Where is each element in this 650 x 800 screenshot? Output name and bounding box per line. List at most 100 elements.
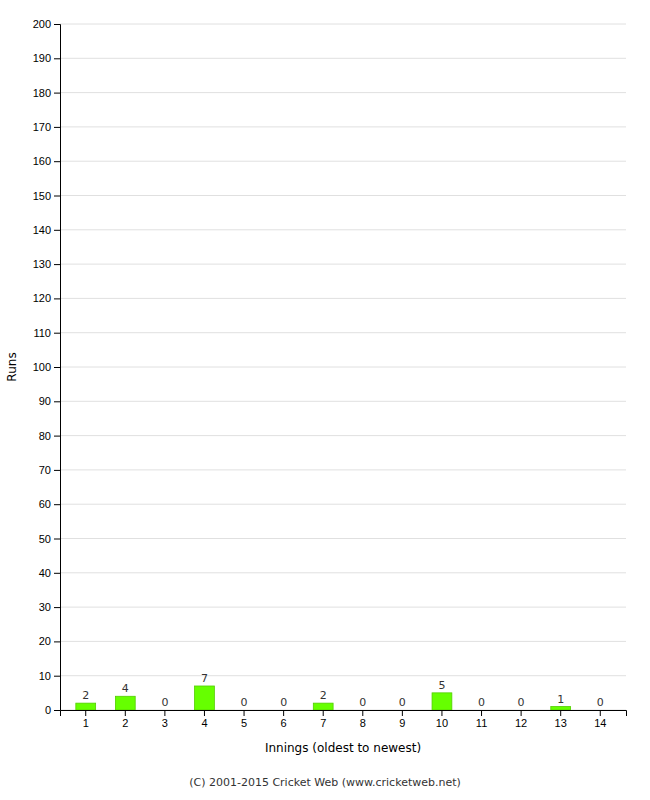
tick-label: 3 <box>162 717 168 729</box>
tick-mark <box>54 298 60 299</box>
tick: 150 <box>33 190 60 202</box>
tick: 12 <box>515 710 527 729</box>
tick-mark <box>560 710 561 716</box>
tick-mark <box>54 676 60 677</box>
grid-line <box>60 367 626 368</box>
grid-line <box>60 264 626 265</box>
tick-mark <box>54 367 60 368</box>
tick-mark <box>600 710 601 716</box>
y-axis-title: Runs <box>5 352 19 381</box>
x-axis: 1234567891011121314 <box>61 710 627 729</box>
data-label: 5 <box>438 679 445 692</box>
chart: 2407002005001012345678910111213140102030… <box>0 0 650 800</box>
tick-mark <box>54 573 60 574</box>
tick-label: 80 <box>39 430 51 442</box>
tick-mark <box>54 24 60 25</box>
tick: 5 <box>241 710 247 729</box>
tick-mark <box>54 401 60 402</box>
data-label: 0 <box>597 696 604 709</box>
data-label: 0 <box>518 696 525 709</box>
tick-label: 9 <box>399 717 405 729</box>
tick-mark <box>54 93 60 94</box>
tick: 2 <box>122 710 128 729</box>
tick-label: 0 <box>45 704 51 716</box>
tick: 60 <box>39 498 60 510</box>
bar <box>115 696 135 710</box>
tick-mark <box>164 710 165 716</box>
data-label: 7 <box>201 672 208 685</box>
tick-mark <box>54 607 60 608</box>
tick: 11 <box>476 710 487 729</box>
tick-label: 1 <box>83 717 89 729</box>
data-label: 0 <box>478 696 485 709</box>
data-label: 0 <box>399 696 406 709</box>
y-axis: 0102030405060708090100110120130140150160… <box>33 18 61 716</box>
tick-mark <box>125 710 126 716</box>
tick-label: 60 <box>39 498 51 510</box>
bar <box>313 703 333 710</box>
bar <box>590 710 610 711</box>
tick-mark <box>441 710 442 716</box>
data-label: 0 <box>359 696 366 709</box>
tick-mark <box>54 470 60 471</box>
tick-label: 13 <box>555 717 567 729</box>
tick-label: 50 <box>39 533 51 545</box>
tick-label: 11 <box>476 717 487 729</box>
tick-mark <box>283 710 284 716</box>
tick-label: 4 <box>201 717 207 729</box>
tick: 8 <box>360 710 366 729</box>
tick-mark <box>521 710 522 716</box>
grid-line <box>60 538 626 539</box>
tick-mark <box>54 58 60 59</box>
tick: 13 <box>555 710 567 729</box>
tick: 14 <box>594 710 606 729</box>
tick-label: 2 <box>122 717 128 729</box>
tick: 70 <box>39 464 60 476</box>
tick: 50 <box>39 533 60 545</box>
tick-label: 100 <box>33 361 51 373</box>
tick: 80 <box>39 430 60 442</box>
axis-line <box>54 25 61 711</box>
tick: 190 <box>33 52 60 64</box>
grid-line <box>60 298 626 299</box>
grid <box>60 24 626 710</box>
tick-label: 20 <box>39 635 51 647</box>
axis-line <box>61 711 627 717</box>
tick: 7 <box>320 710 326 729</box>
bar <box>234 710 254 711</box>
tick: 100 <box>33 361 60 373</box>
bar <box>353 710 373 711</box>
data-label: 0 <box>241 696 248 709</box>
tick-mark <box>481 710 482 716</box>
tick: 3 <box>162 710 168 729</box>
bar <box>392 710 412 711</box>
bars <box>76 686 571 710</box>
tick: 120 <box>33 292 60 304</box>
grid-line <box>60 469 626 470</box>
tick-mark <box>54 436 60 437</box>
tick-label: 40 <box>39 567 51 579</box>
tick-mark <box>54 196 60 197</box>
tick: 90 <box>39 395 60 407</box>
tick-mark <box>85 710 86 716</box>
data-label: 2 <box>320 689 327 702</box>
tick-label: 30 <box>39 601 51 613</box>
tick-mark <box>54 161 60 162</box>
tick-label: 70 <box>39 464 51 476</box>
data-label: 2 <box>82 689 89 702</box>
grid-line <box>60 675 626 676</box>
bar <box>551 707 571 710</box>
data-label: 0 <box>280 696 287 709</box>
grid-line <box>60 126 626 127</box>
tick-label: 160 <box>33 155 51 167</box>
data-labels: 24070020050010 <box>82 672 604 709</box>
tick-label: 6 <box>281 717 287 729</box>
tick: 9 <box>399 710 405 729</box>
tick: 140 <box>33 224 60 236</box>
bar <box>76 703 96 710</box>
grid-line <box>60 58 626 59</box>
grid-line <box>60 641 626 642</box>
tick: 130 <box>33 258 60 270</box>
grid-line <box>60 229 626 230</box>
tick-label: 7 <box>320 717 326 729</box>
